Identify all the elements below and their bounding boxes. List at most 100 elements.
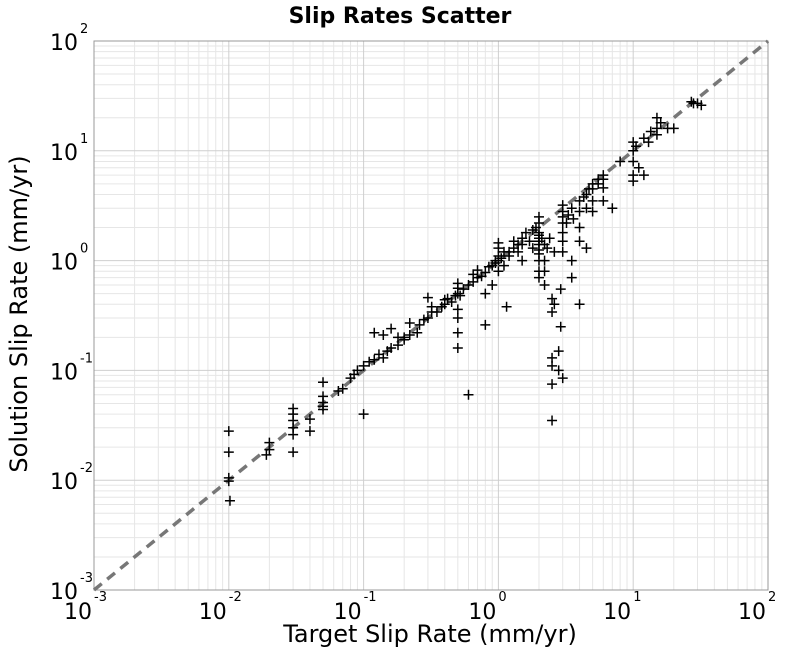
data-point bbox=[318, 404, 329, 415]
data-point bbox=[696, 100, 707, 111]
data-point bbox=[288, 447, 299, 458]
y-tick-label: 10-1 bbox=[50, 351, 93, 385]
data-point bbox=[557, 246, 568, 257]
data-point bbox=[493, 266, 504, 277]
plot-frame bbox=[93, 40, 769, 591]
x-tick-exponent: -3 bbox=[94, 590, 107, 605]
data-point bbox=[598, 195, 609, 206]
data-point bbox=[598, 182, 609, 193]
data-point bbox=[487, 279, 498, 290]
data-point bbox=[566, 255, 577, 266]
data-point bbox=[520, 227, 531, 238]
data-point bbox=[517, 255, 528, 266]
y-tick-exponent: -3 bbox=[80, 571, 93, 586]
data-point bbox=[358, 409, 369, 420]
data-point bbox=[566, 203, 577, 214]
data-point bbox=[581, 243, 592, 254]
data-point bbox=[455, 290, 466, 301]
data-point bbox=[426, 301, 437, 312]
data-point bbox=[547, 360, 558, 371]
data-point bbox=[452, 313, 463, 324]
x-tick-exponent: -1 bbox=[364, 590, 377, 605]
x-tick-label: 10-3 bbox=[64, 590, 107, 625]
data-point bbox=[452, 283, 463, 294]
x-tick-label: 10-1 bbox=[334, 590, 377, 625]
data-point bbox=[651, 129, 662, 140]
data-point bbox=[378, 352, 389, 363]
data-point bbox=[498, 260, 509, 271]
data-point bbox=[404, 330, 415, 341]
data-point bbox=[557, 227, 568, 238]
y-tick-exponent: 2 bbox=[80, 22, 88, 37]
data-point bbox=[539, 279, 550, 290]
x-tick-base: 10 bbox=[199, 600, 227, 625]
data-point bbox=[547, 307, 558, 318]
data-point bbox=[458, 284, 469, 295]
data-point bbox=[553, 365, 564, 376]
chart-title: Slip Rates Scatter bbox=[289, 4, 512, 29]
y-axis-label: Solution Slip Rate (mm/yr) bbox=[5, 155, 33, 472]
data-point bbox=[539, 266, 550, 277]
data-point bbox=[288, 429, 299, 440]
data-point bbox=[513, 246, 524, 257]
data-point bbox=[587, 183, 598, 194]
data-point bbox=[533, 211, 544, 222]
data-point bbox=[557, 236, 568, 247]
y-tick-base: 10 bbox=[50, 580, 78, 605]
x-axis-label: Target Slip Rate (mm/yr) bbox=[282, 620, 577, 648]
data-point bbox=[574, 236, 585, 247]
data-point bbox=[431, 307, 442, 318]
y-tick-exponent: 1 bbox=[80, 132, 88, 147]
data-point bbox=[352, 365, 363, 376]
data-point bbox=[493, 237, 504, 248]
data-point bbox=[369, 354, 380, 365]
data-point bbox=[686, 96, 697, 107]
data-point bbox=[463, 389, 474, 400]
data-point bbox=[593, 178, 604, 189]
data-point bbox=[524, 236, 535, 247]
y-tick-exponent: -2 bbox=[80, 461, 93, 476]
data-point bbox=[643, 137, 654, 148]
data-point bbox=[264, 444, 275, 455]
data-point bbox=[452, 327, 463, 338]
x-tick-base: 10 bbox=[738, 600, 766, 625]
data-point bbox=[574, 222, 585, 233]
y-tick-base: 10 bbox=[50, 360, 78, 385]
data-point bbox=[386, 342, 397, 353]
data-point bbox=[480, 267, 491, 278]
data-point bbox=[318, 377, 329, 388]
data-points bbox=[223, 96, 707, 506]
data-point bbox=[364, 356, 375, 367]
data-point bbox=[452, 342, 463, 353]
y-tick-label: 100 bbox=[50, 242, 88, 276]
data-point bbox=[628, 176, 639, 187]
x-tick-base: 10 bbox=[64, 600, 92, 625]
x-tick-label: 100 bbox=[468, 590, 506, 625]
data-point bbox=[668, 123, 679, 134]
data-point bbox=[547, 415, 558, 426]
data-point bbox=[549, 299, 560, 310]
data-point bbox=[472, 265, 483, 276]
data-point bbox=[633, 162, 644, 173]
y-tick-label: 101 bbox=[50, 132, 88, 166]
data-point bbox=[557, 373, 568, 384]
y-tick-label: 102 bbox=[50, 22, 88, 56]
data-point bbox=[557, 200, 568, 211]
data-point bbox=[224, 495, 235, 506]
data-point bbox=[549, 246, 560, 257]
data-point bbox=[412, 327, 423, 338]
data-point bbox=[517, 239, 528, 250]
data-point bbox=[404, 318, 415, 329]
data-point bbox=[547, 379, 558, 390]
x-tick-label: 10-2 bbox=[199, 590, 242, 625]
data-point bbox=[568, 213, 579, 224]
y-tick-exponent: -1 bbox=[80, 351, 93, 366]
data-point bbox=[378, 330, 389, 341]
data-point bbox=[337, 383, 348, 394]
data-point bbox=[504, 251, 515, 262]
data-point bbox=[369, 327, 380, 338]
data-point bbox=[527, 243, 538, 254]
data-point bbox=[553, 346, 564, 357]
